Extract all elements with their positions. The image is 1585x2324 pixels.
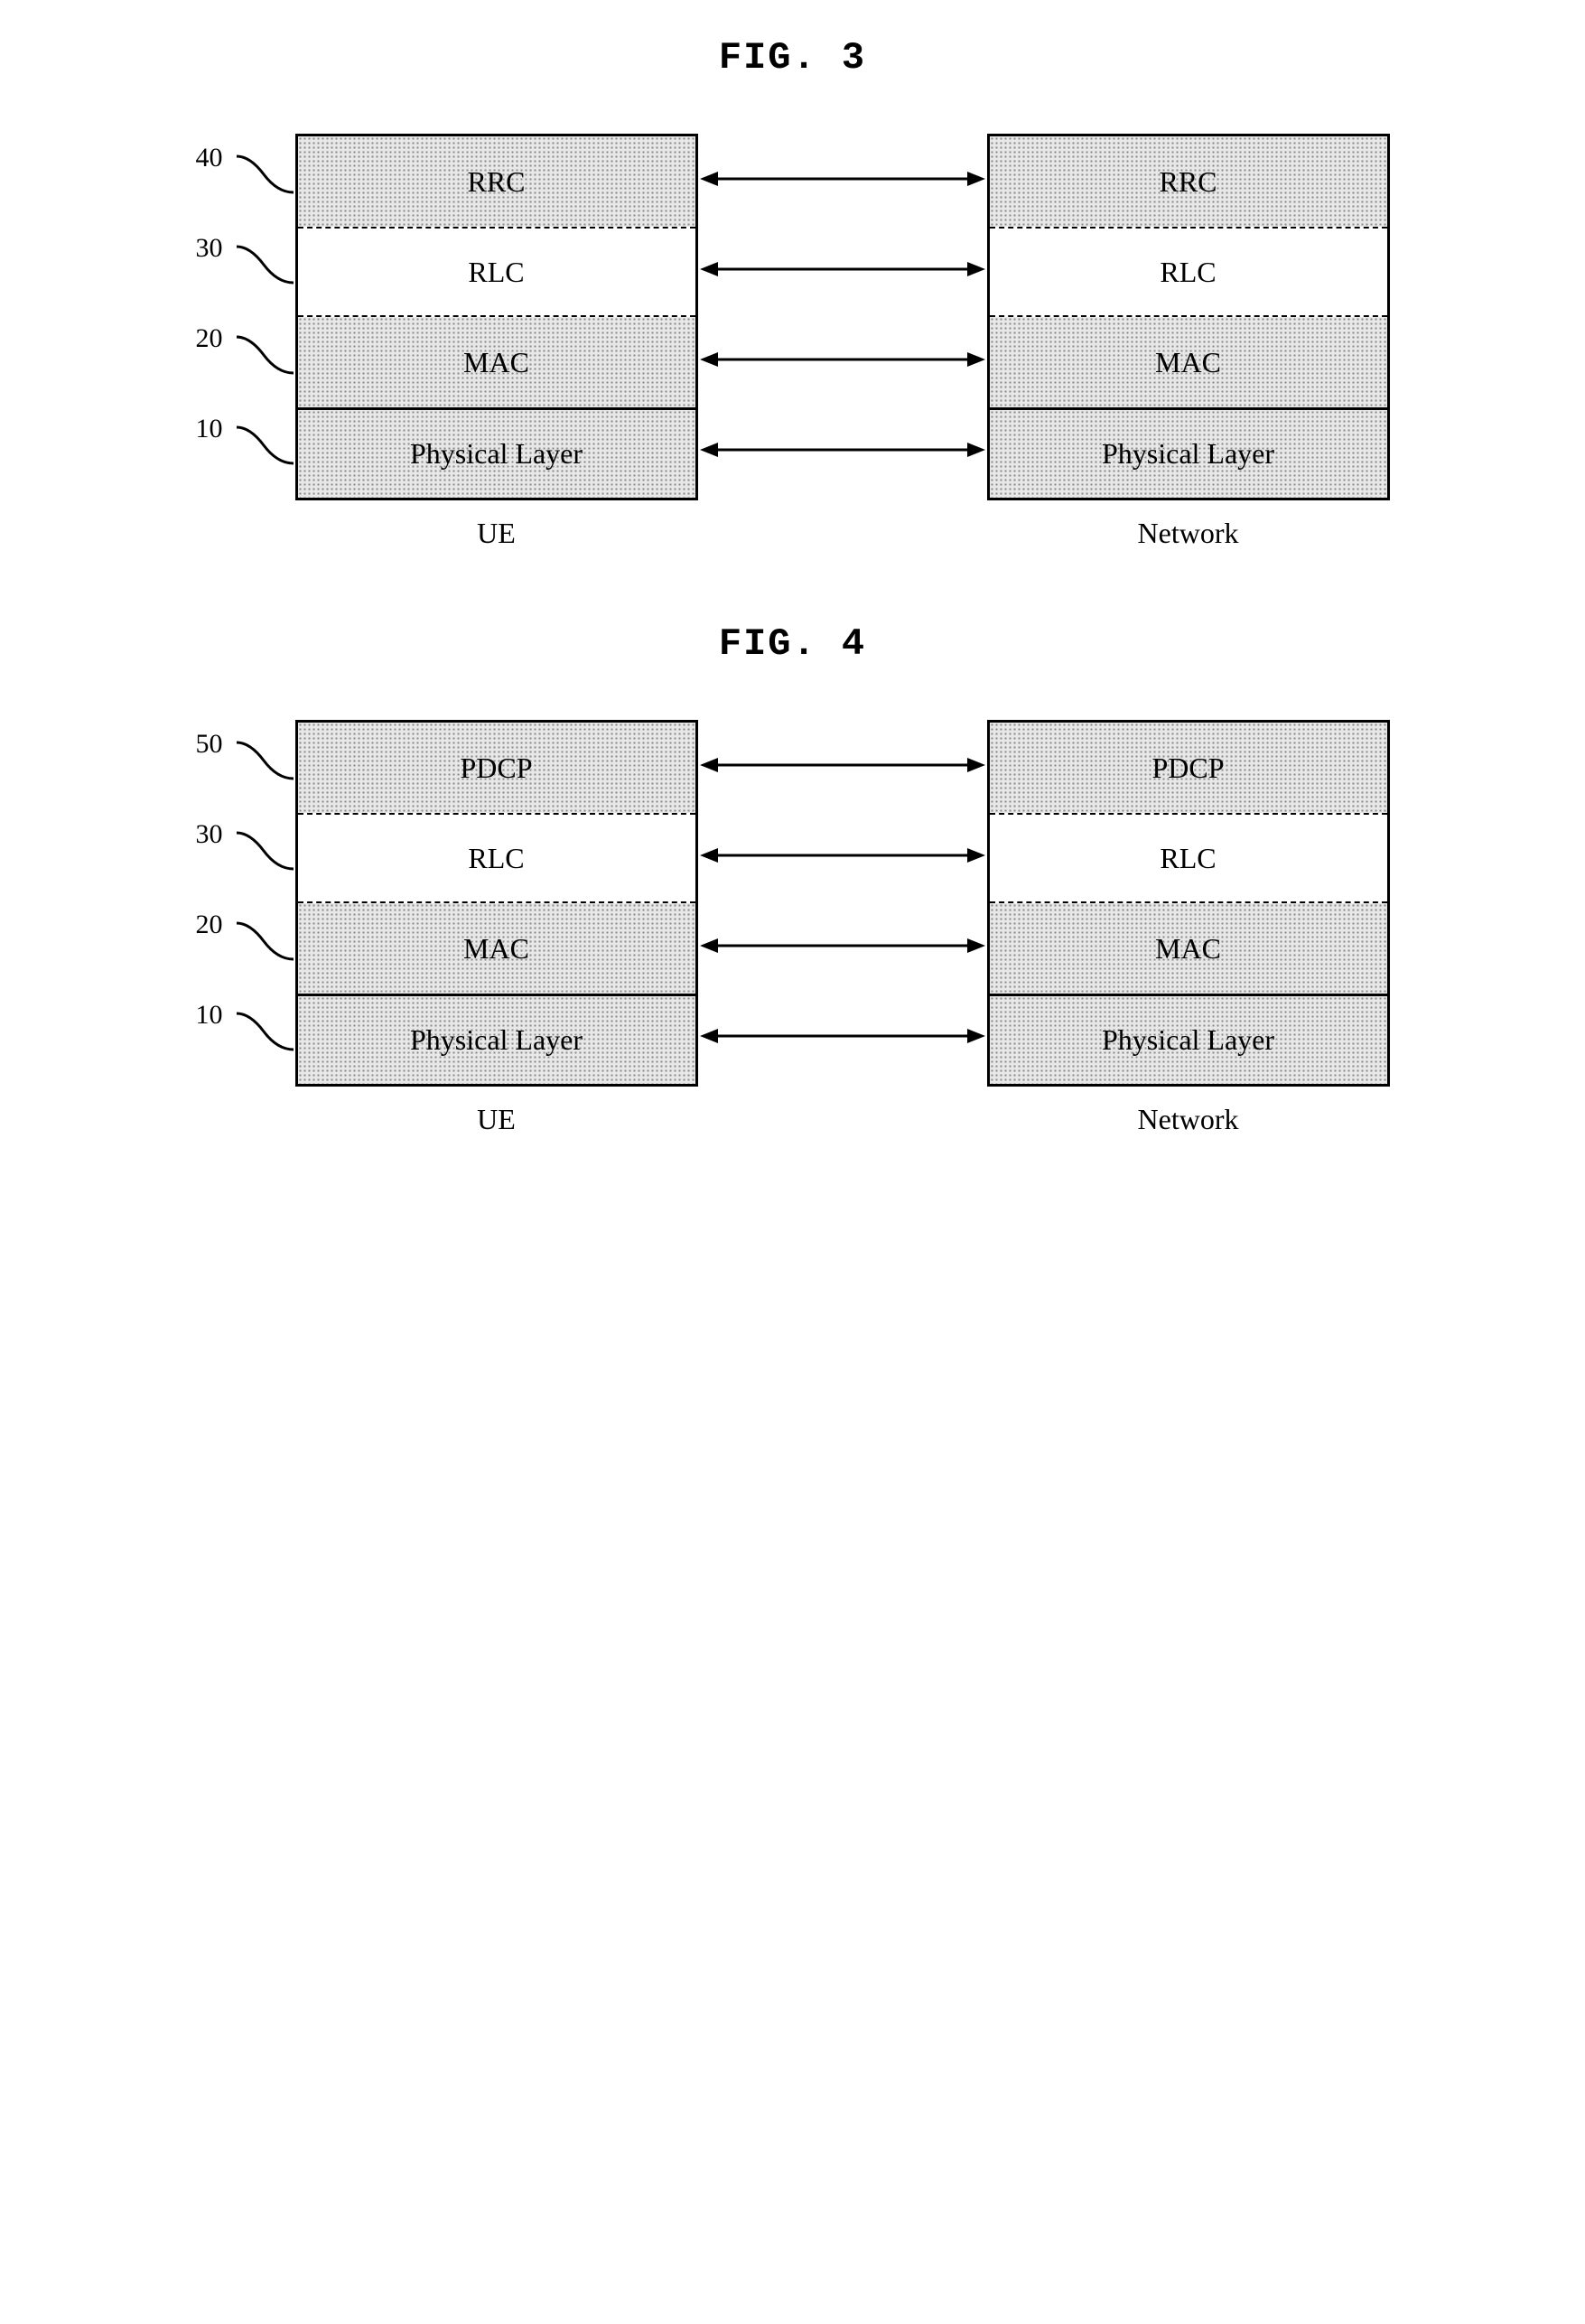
- layer-label: RLC: [1160, 256, 1216, 289]
- ue-stack: RRC RLC MAC Physical Layer: [295, 134, 698, 500]
- figure-title: FIG. 4: [36, 622, 1549, 666]
- ref-labels-column: 50 30 20 10: [196, 720, 295, 1081]
- arrows-column: [698, 134, 987, 495]
- ref-label: 40: [196, 134, 295, 224]
- ue-stack-column: PDCP RLC MAC Physical Layer UE: [295, 720, 698, 1136]
- bidirectional-arrow: [698, 901, 987, 991]
- bidirectional-arrow: [698, 991, 987, 1081]
- layer-box: RLC: [990, 813, 1387, 903]
- ref-label: 30: [196, 810, 295, 901]
- layer-label: RRC: [1159, 165, 1217, 199]
- layer-label: Physical Layer: [1102, 437, 1274, 471]
- ref-number: 20: [196, 323, 223, 354]
- network-stack-column: PDCP RLC MAC Physical Layer Network: [987, 720, 1390, 1136]
- layer-label: Physical Layer: [410, 1023, 583, 1057]
- diagram: 50 30 20 10 PDCP RLC MAC Physical Layer UE P…: [36, 720, 1549, 1136]
- layer-box: PDCP: [298, 723, 695, 813]
- ue-stack-column: RRC RLC MAC Physical Layer UE: [295, 134, 698, 550]
- ref-label: 50: [196, 720, 295, 810]
- layer-box: Physical Layer: [990, 407, 1387, 498]
- figure-block: FIG. 4 50 30 20 10 PDCP RLC MAC Physical Lay…: [36, 622, 1549, 1136]
- layer-label: MAC: [463, 932, 529, 966]
- layer-label: MAC: [463, 346, 529, 379]
- stack-label-right: Network: [987, 1103, 1390, 1136]
- layer-label: PDCP: [1151, 751, 1224, 785]
- layer-box: RLC: [298, 227, 695, 317]
- layer-label: MAC: [1155, 346, 1221, 379]
- layer-label: MAC: [1155, 932, 1221, 966]
- layer-label: Physical Layer: [1102, 1023, 1274, 1057]
- bidirectional-arrow: [698, 224, 987, 314]
- ref-number: 40: [196, 143, 223, 173]
- ue-stack: PDCP RLC MAC Physical Layer: [295, 720, 698, 1087]
- layer-box: Physical Layer: [298, 994, 695, 1084]
- layer-label: PDCP: [460, 751, 532, 785]
- layer-box: RLC: [990, 227, 1387, 317]
- ref-number: 10: [196, 1000, 223, 1031]
- ref-number: 30: [196, 233, 223, 264]
- ref-label: 10: [196, 405, 295, 495]
- network-stack: RRC RLC MAC Physical Layer: [987, 134, 1390, 500]
- layer-label: Physical Layer: [410, 437, 583, 471]
- layer-label: RRC: [467, 165, 525, 199]
- layer-box: MAC: [298, 317, 695, 407]
- bidirectional-arrow: [698, 810, 987, 901]
- layer-box: Physical Layer: [990, 994, 1387, 1084]
- layer-box: RRC: [298, 136, 695, 227]
- layer-box: RLC: [298, 813, 695, 903]
- layer-box: PDCP: [990, 723, 1387, 813]
- ref-label: 30: [196, 224, 295, 314]
- ref-number: 10: [196, 414, 223, 444]
- layer-box: MAC: [990, 317, 1387, 407]
- figure-block: FIG. 3 40 30 20 10 RRC RLC MAC Physical Laye…: [36, 36, 1549, 550]
- ref-label: 20: [196, 901, 295, 991]
- layer-box: Physical Layer: [298, 407, 695, 498]
- bidirectional-arrow: [698, 720, 987, 810]
- layer-label: RLC: [468, 842, 524, 875]
- layer-box: MAC: [990, 903, 1387, 994]
- ref-number: 30: [196, 819, 223, 850]
- network-stack: PDCP RLC MAC Physical Layer: [987, 720, 1390, 1087]
- ref-number: 50: [196, 729, 223, 760]
- stack-label-right: Network: [987, 517, 1390, 550]
- layer-box: RRC: [990, 136, 1387, 227]
- ref-labels-column: 40 30 20 10: [196, 134, 295, 495]
- stack-label-left: UE: [295, 517, 698, 550]
- network-stack-column: RRC RLC MAC Physical Layer Network: [987, 134, 1390, 550]
- layer-label: RLC: [1160, 842, 1216, 875]
- ref-label: 10: [196, 991, 295, 1081]
- figure-title: FIG. 3: [36, 36, 1549, 79]
- stack-label-left: UE: [295, 1103, 698, 1136]
- arrows-column: [698, 720, 987, 1081]
- diagram: 40 30 20 10 RRC RLC MAC Physical Layer UE RR…: [36, 134, 1549, 550]
- layer-box: MAC: [298, 903, 695, 994]
- bidirectional-arrow: [698, 405, 987, 495]
- ref-number: 20: [196, 910, 223, 940]
- ref-label: 20: [196, 314, 295, 405]
- bidirectional-arrow: [698, 314, 987, 405]
- layer-label: RLC: [468, 256, 524, 289]
- bidirectional-arrow: [698, 134, 987, 224]
